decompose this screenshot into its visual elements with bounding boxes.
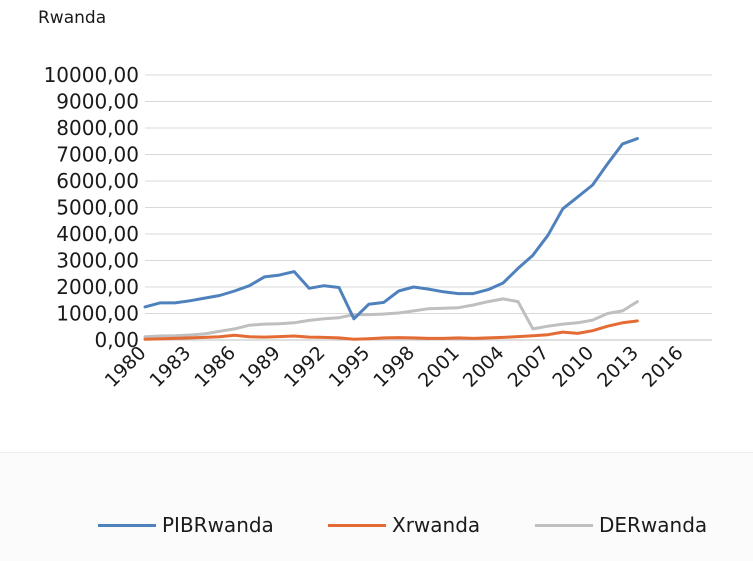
x-tick-label: 1995 [325,342,375,392]
y-tick-label: 8000,00 [56,116,139,140]
legend-swatch-pibrwanda [98,523,156,527]
legend-item-pibrwanda: PIBRwanda [98,512,274,538]
x-tick-label: 1989 [235,342,285,392]
y-tick-label: 0,00 [94,328,139,352]
x-tick-label: 1983 [146,342,196,392]
legend-label-xrwanda: Xrwanda [392,513,481,537]
x-tick-label: 2016 [638,342,688,392]
y-tick-label: 7000,00 [56,143,139,167]
series-lines [143,137,639,341]
x-tick-label: 2001 [414,342,464,392]
x-tick-label: 1998 [369,342,419,392]
y-tick-label: 3000,00 [56,249,139,273]
y-tick-label: 9000,00 [56,90,139,114]
x-tick-labels: 1980198319861989199219951998200120042007… [101,342,688,392]
y-tick-label: 5000,00 [56,196,139,220]
legend [0,452,753,561]
x-tick-label: 2010 [548,342,598,392]
x-tick-label: 2013 [593,342,643,392]
legend-swatch-derwanda [535,523,593,527]
series-line-xrwanda [143,319,639,341]
y-tick-label: 10000,00 [44,63,139,87]
series-line-pibrwanda [143,137,639,321]
legend-label-pibrwanda: PIBRwanda [162,513,274,537]
chart-title: Rwanda [38,8,107,28]
y-tick-label: 6000,00 [56,169,139,193]
x-tick-label: 2007 [504,342,554,392]
x-tick-label: 2004 [459,342,509,392]
series-line-derwanda [143,297,639,339]
y-tick-label: 2000,00 [56,275,139,299]
legend-label-derwanda: DERwanda [599,513,708,537]
legend-swatch-xrwanda [328,523,386,527]
grid-lines [145,74,712,314]
legend-item-derwanda: DERwanda [535,512,707,538]
legend-item-xrwanda: Xrwanda [328,512,480,538]
x-tick-label: 1992 [280,342,330,392]
y-tick-label: 1000,00 [56,302,139,326]
y-tick-label: 4000,00 [56,222,139,246]
x-tick-label: 1986 [190,342,240,392]
